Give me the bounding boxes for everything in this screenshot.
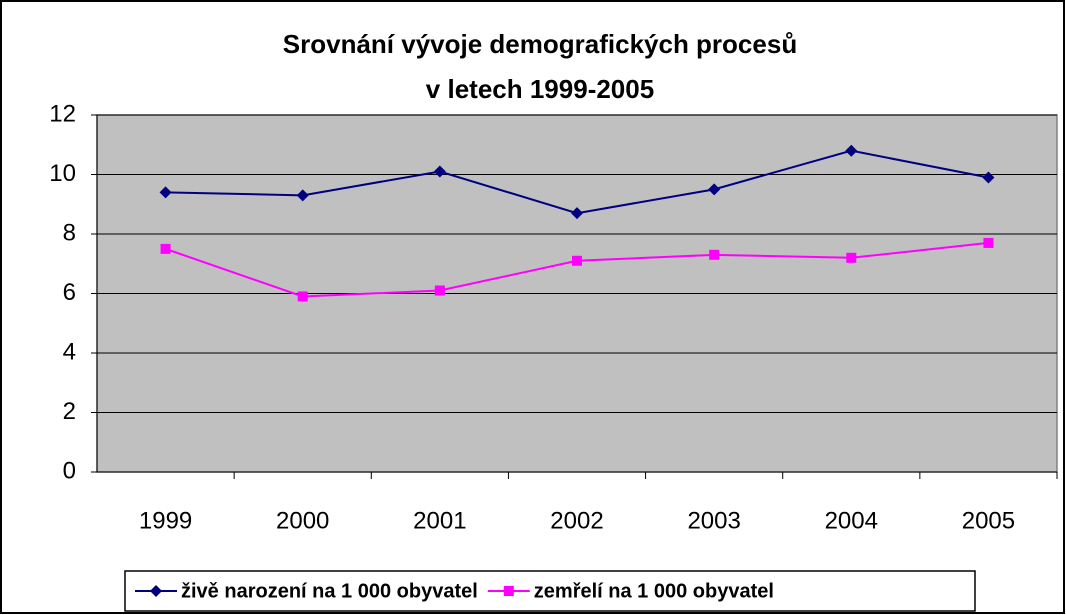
x-tick-label: 2002	[550, 507, 603, 534]
y-tick-label: 12	[49, 100, 76, 127]
point	[296, 189, 309, 202]
legend-label: živě narození na 1 000 obyvatel	[181, 580, 478, 602]
x-tick-label: 2003	[687, 507, 740, 534]
chart-title: v letech 1999-2005	[426, 74, 654, 104]
chart-title: Srovnání vývoje demografických procesů	[283, 29, 797, 59]
point	[708, 183, 721, 196]
point	[160, 243, 171, 254]
x-tick-label: 2001	[413, 507, 466, 534]
point	[983, 237, 994, 248]
x-tick-label: 2005	[962, 507, 1015, 534]
y-tick-label: 0	[63, 457, 76, 484]
point	[434, 285, 445, 296]
point	[982, 171, 995, 184]
legend-marker	[150, 585, 162, 597]
y-tick-label: 2	[63, 398, 76, 425]
point	[572, 255, 582, 266]
y-tick-label: 8	[63, 219, 76, 246]
point	[297, 291, 308, 302]
point	[433, 165, 446, 178]
y-tick-label: 6	[63, 279, 76, 306]
y-tick-label: 4	[63, 338, 76, 365]
point	[845, 144, 858, 157]
point	[709, 249, 720, 260]
x-tick-label: 2000	[276, 507, 329, 534]
point	[846, 252, 857, 263]
point	[159, 186, 172, 199]
point	[571, 207, 583, 220]
legend-label: zemřelí na 1 000 obyvatel	[534, 580, 774, 602]
legend-box	[124, 570, 976, 612]
legend-marker	[503, 586, 514, 596]
x-tick-label: 1999	[139, 507, 192, 534]
y-tick-label: 10	[49, 160, 76, 187]
x-tick-label: 2004	[825, 507, 878, 534]
